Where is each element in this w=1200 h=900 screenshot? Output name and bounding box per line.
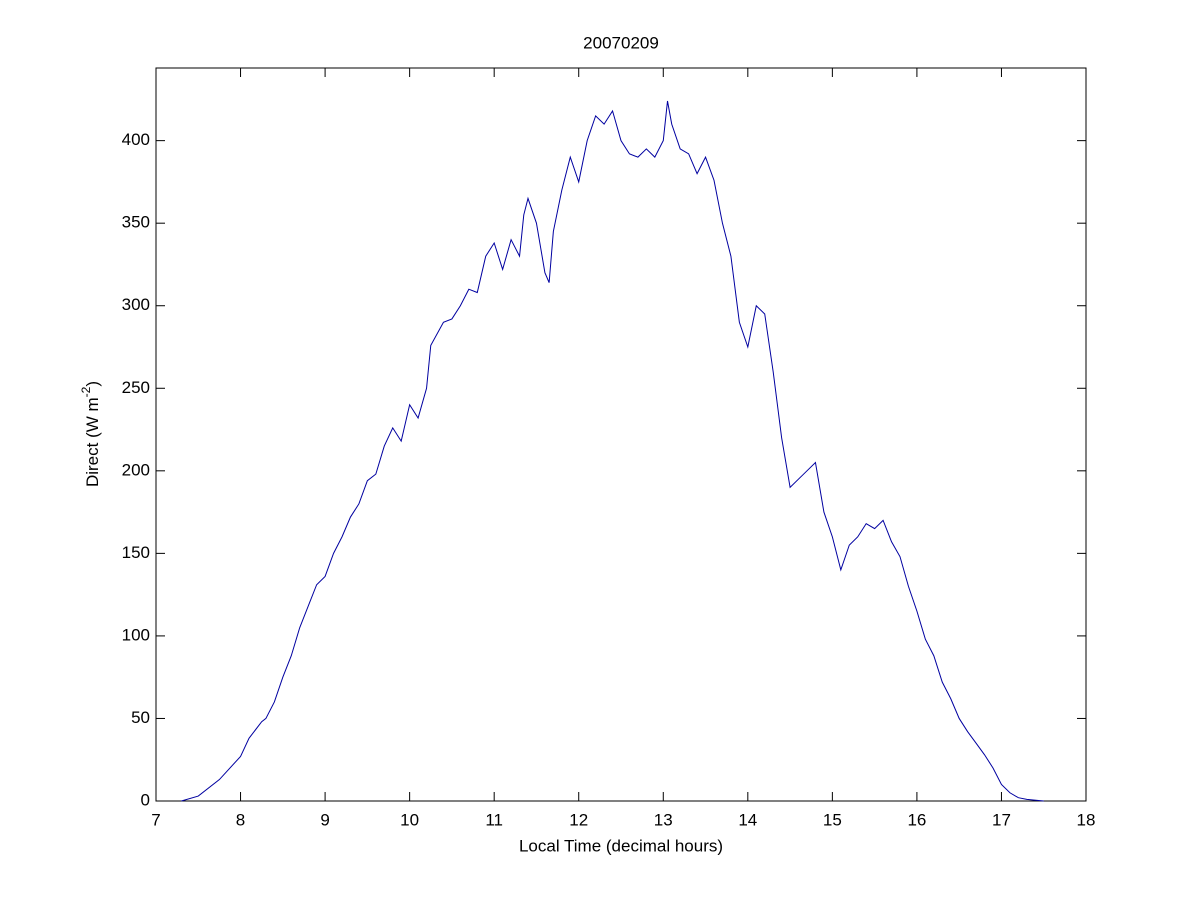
x-tick-label: 16 — [907, 810, 926, 829]
plot-frame — [155, 67, 1087, 802]
y-tick-label: 0 — [141, 790, 150, 809]
y-axis-label-sup: -2 — [79, 386, 93, 397]
y-tick-label: 150 — [122, 543, 150, 562]
x-tick-label: 11 — [485, 810, 503, 829]
y-tick-label: 50 — [131, 708, 150, 727]
x-tick-label: 10 — [400, 810, 419, 829]
x-tick-label: 9 — [320, 810, 329, 829]
x-tick-label: 15 — [823, 810, 842, 829]
x-tick-label: 17 — [992, 810, 1011, 829]
x-tick-label: 14 — [738, 810, 757, 829]
x-tick-label: 8 — [236, 810, 245, 829]
x-axis-label: Local Time (decimal hours) — [519, 836, 723, 855]
y-tick-label: 350 — [122, 213, 150, 232]
data-line — [181, 100, 1044, 802]
y-axis-label-text: Direct (W m — [83, 397, 102, 487]
x-tick-label: 12 — [569, 810, 588, 829]
y-tick-label: 250 — [122, 378, 150, 397]
y-tick-label: 300 — [122, 295, 150, 314]
y-axis-label-end: ) — [83, 381, 102, 387]
y-tick-label: 200 — [122, 460, 150, 479]
chart-title: 20070209 — [583, 33, 659, 52]
y-tick-label: 100 — [122, 625, 150, 644]
x-tick-label: 18 — [1077, 810, 1096, 829]
y-tick-label: 400 — [122, 130, 150, 149]
y-axis-label: Direct (W m-2) — [79, 381, 102, 487]
x-tick-label: 7 — [151, 810, 160, 829]
x-tick-label: 13 — [654, 810, 673, 829]
